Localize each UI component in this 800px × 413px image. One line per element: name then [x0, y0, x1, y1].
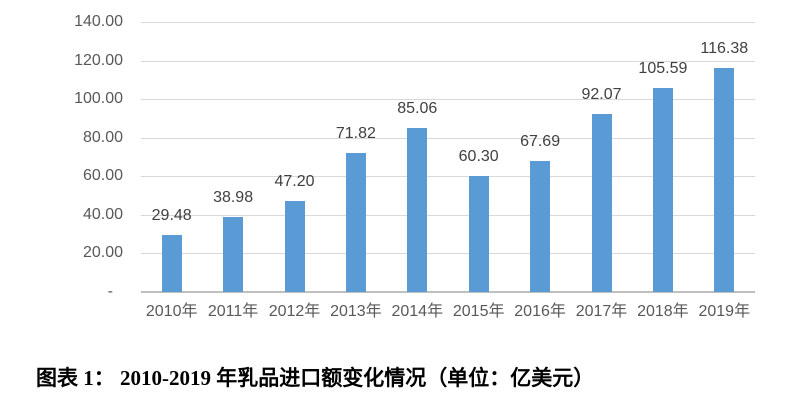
x-axis-tick-label: 2017年 [575, 303, 628, 320]
gridline [141, 253, 755, 255]
y-axis-tick-label: 60.00 [82, 167, 123, 185]
bar-value-label: 105.59 [638, 60, 688, 78]
bar-value-label: 29.48 [151, 207, 192, 225]
bar-2019年 [714, 67, 735, 292]
bar-2014年 [407, 127, 428, 292]
bar-value-label: 85.06 [397, 99, 438, 117]
bar-value-label: 116.38 [700, 39, 749, 57]
bar-2012年 [284, 200, 305, 292]
chart-caption: 图表 1： 2010-2019 年乳品进口额变化情况（单位：亿美元） [36, 366, 595, 390]
bar-2010年 [161, 235, 182, 292]
x-axis-tick-label: 2011年 [207, 303, 259, 320]
bar-2015年 [468, 175, 489, 292]
gridline [141, 99, 755, 101]
gridline [141, 176, 755, 178]
x-axis-tick-label: 2014年 [391, 303, 444, 320]
y-axis-tick-label: - [107, 283, 113, 300]
x-axis-tick-label: 2019年 [698, 303, 751, 320]
bar-chart: 140.00 120.00 100.00 80.00 60.00 40.00 20.00 - 2… [74, 13, 755, 320]
y-axis-tick-label: 40.00 [82, 205, 123, 223]
x-axis-tick-label: 2018年 [637, 303, 689, 320]
bar-2017年 [591, 114, 612, 292]
gridline [141, 214, 755, 216]
y-axis-tick-label: 100.00 [74, 90, 123, 108]
gridline [141, 60, 755, 62]
bar-2016年 [530, 161, 551, 292]
bar-value-label: 60.30 [458, 147, 499, 165]
bar-2018年 [652, 88, 673, 292]
x-axis-line [141, 291, 755, 293]
bar-2011年 [223, 216, 244, 292]
x-axis-tick-label: 2010年 [145, 303, 198, 320]
bar-value-label: 47.20 [274, 172, 315, 190]
bar-value-label: 71.82 [335, 125, 376, 143]
x-axis-tick-label: 2016年 [514, 303, 566, 320]
x-axis-tick-label: 2015年 [452, 303, 505, 320]
bar-2013年 [345, 153, 366, 292]
y-axis-tick-label: 140.00 [74, 13, 123, 30]
bar-value-label: 67.69 [520, 133, 561, 151]
bar-value-label: 38.98 [213, 188, 254, 206]
y-axis-tick-label: 20.00 [82, 244, 123, 262]
x-axis-tick-label: 2012年 [268, 303, 321, 320]
bar-value-label: 92.07 [581, 86, 622, 104]
y-axis-tick-label: 120.00 [74, 51, 123, 69]
x-axis-tick-label: 2013年 [330, 303, 382, 320]
gridline [141, 22, 755, 23]
gridline [141, 137, 755, 139]
y-axis-tick-label: 80.00 [82, 128, 123, 146]
